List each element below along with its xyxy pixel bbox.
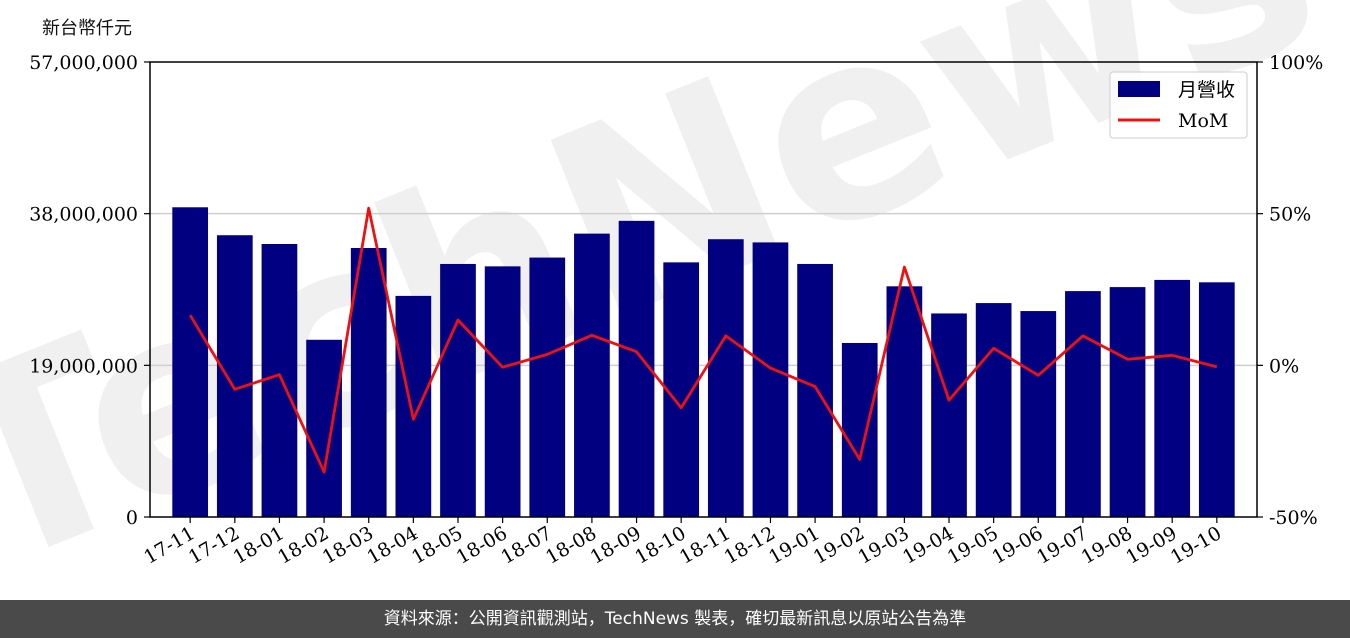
y-axis-unit-label: 新台幣仟元: [42, 18, 132, 39]
chart-canvas: TechNews 019,000,00038,000,00057,000,000…: [0, 0, 1350, 600]
bar-19-10: [1198, 282, 1235, 517]
legend-bar-swatch: [1118, 81, 1160, 97]
bar-19-04: [931, 313, 967, 517]
x-tick-label: 19-10: [1167, 522, 1225, 568]
x-tick-label: 19-07: [1033, 522, 1091, 568]
left-tick-label: 38,000,000: [29, 204, 138, 226]
bar-18-11: [707, 239, 744, 518]
bar-19-01: [797, 263, 833, 517]
x-tick-label: 19-06: [988, 522, 1046, 568]
x-tick-label: 18-04: [363, 522, 421, 568]
bar-19-07: [1065, 291, 1101, 517]
x-tick-label: 18-10: [631, 522, 689, 568]
bar-18-04: [395, 295, 432, 517]
x-tick-label: 18-03: [319, 522, 377, 568]
bar-19-09: [1154, 279, 1191, 517]
x-tick-label: 19-04: [899, 522, 957, 568]
bar-18-01: [261, 244, 298, 517]
x-tick-label: 18-09: [587, 522, 645, 568]
left-tick-label: 0: [126, 507, 138, 529]
x-tick-label: 18-06: [453, 522, 511, 568]
legend-line-label: MoM: [1178, 110, 1228, 132]
left-tick-label: 57,000,000: [29, 52, 138, 74]
x-tick-label: 19-08: [1078, 522, 1136, 568]
bar-19-03: [886, 286, 923, 517]
bar-18-06: [484, 266, 521, 517]
bar-19-08: [1109, 287, 1146, 517]
left-tick-label: 19,000,000: [29, 355, 138, 377]
x-tick-label: 18-12: [721, 522, 779, 568]
x-tick-label: 19-03: [854, 522, 912, 568]
x-tick-label: 18-11: [676, 522, 734, 568]
x-tick-label: 18-08: [542, 522, 600, 568]
bar-18-02: [306, 339, 342, 517]
x-tick-label: 18-02: [274, 522, 332, 568]
x-tick-label: 18-05: [408, 522, 466, 568]
bar-19-06: [1020, 311, 1057, 517]
bar-18-08: [574, 233, 610, 517]
revenue-bars: [172, 207, 1235, 518]
x-tick-label: 19-05: [944, 522, 1002, 568]
mom-line: [189, 206, 1218, 474]
x-tick-label: 19-02: [810, 522, 868, 568]
right-tick-label: 50%: [1269, 204, 1311, 226]
legend: 月營收 MoM: [1109, 71, 1248, 139]
right-tick-label: 100%: [1269, 52, 1323, 74]
plot-frame: [149, 61, 1258, 518]
bar-17-12: [216, 235, 253, 517]
bar-19-05: [975, 303, 1012, 517]
bar-18-05: [440, 263, 476, 517]
x-tick-label: 18-07: [497, 522, 555, 568]
source-footer: 資料來源：公開資訊觀測站，TechNews 製表，確切最新訊息以原站公告為準: [0, 600, 1350, 638]
bar-18-12: [752, 242, 789, 517]
x-tick-label: 19-09: [1122, 522, 1180, 568]
bar-17-11: [172, 207, 209, 517]
bar-18-03: [350, 247, 387, 518]
bar-18-07: [529, 257, 566, 517]
right-tick-label: -50%: [1269, 507, 1318, 529]
mom-series-line: [189, 206, 1218, 474]
right-tick-label: 0%: [1269, 355, 1299, 377]
legend-bar-label: 月營收: [1178, 79, 1235, 101]
bar-19-02: [841, 342, 878, 517]
x-tick-label: 19-01: [765, 522, 823, 568]
